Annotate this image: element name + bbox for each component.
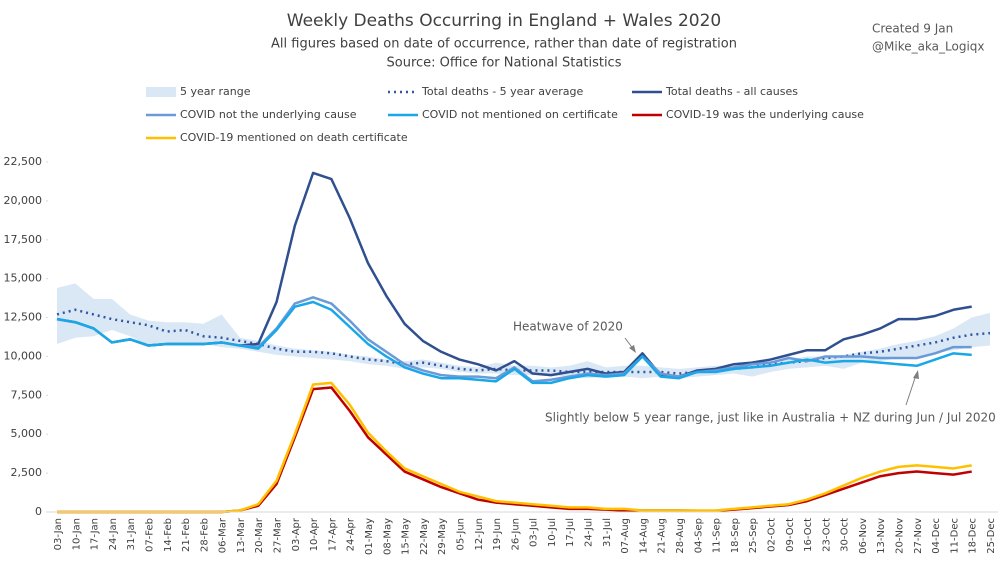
x-tick-label: 12-Jun [474,518,485,551]
x-tick-label: 05-Jun [455,518,466,551]
x-tick-label: 30-Oct [840,518,851,552]
x-tick-label: 24-Jan [108,518,119,550]
x-tick-label: 01-May [364,518,375,555]
x-tick-label: 24-Jul [584,518,595,547]
annotation: Heatwave of 2020 [513,320,623,334]
legend-label: COVID not mentioned on certificate [422,108,618,121]
x-tick-label: 11-Sep [712,518,723,553]
legend-label: Total deaths - 5 year average [421,85,583,98]
x-tick-label: 07-Feb [144,518,155,552]
x-tick-label: 18-Dec [968,518,979,554]
x-tick-label: 04-Dec [931,518,942,554]
y-tick-label: 12,500 [4,311,43,324]
x-tick-label: 18-Sep [730,518,741,553]
x-tick-label: 23-Oct [821,518,832,552]
note: @Mike_aka_Logiqx [872,40,985,54]
y-tick-label: 7,500 [11,388,43,401]
chart-subtitle: All figures based on date of occurrence,… [271,37,737,52]
y-tick-label: 10,000 [4,349,43,362]
legend-label: 5 year range [180,85,251,98]
y-tick-label: 17,500 [4,233,43,246]
legend-label: COVID-19 was the underlying cause [666,108,864,121]
x-tick-label: 14-Aug [638,518,649,554]
x-tick-label: 20-Nov [895,518,906,554]
x-tick-label: 17-Apr [327,517,338,551]
x-tick-label: 09-Oct [785,518,796,552]
x-tick-label: 06-Mar [218,517,229,553]
x-tick-label: 17-Jan [90,518,101,550]
y-tick-label: 15,000 [4,272,43,285]
x-tick-label: 21-Feb [181,518,192,552]
x-tick-label: 10-Jul [547,518,558,547]
annotation-arrow [905,374,917,406]
x-tick-label: 02-Oct [766,518,777,552]
x-tick-label: 15-May [401,518,412,555]
x-tick-label: 25-Dec [986,518,997,554]
x-tick-label: 10-Apr [309,517,320,551]
x-tick-label: 14-Feb [163,518,174,552]
x-tick-label: 19-Jun [492,518,503,551]
annotation-arrowhead [629,345,636,353]
note: Created 9 Jan [872,22,953,36]
x-tick-label: 31-Jan [126,518,137,550]
x-tick-label: 13-Mar [236,517,247,553]
x-tick-label: 17-Jul [565,518,576,547]
x-tick-label: 20-Mar [254,517,265,553]
x-tick-label: 26-Jun [510,518,521,551]
x-tick-label: 16-Oct [803,518,814,552]
legend-label: COVID-19 mentioned on death certificate [180,131,408,144]
x-tick-label: 28-Aug [675,518,686,554]
y-tick-label: 22,500 [4,155,43,168]
x-tick-label: 06-Nov [858,518,869,554]
legend-label: Total deaths - all causes [665,85,798,98]
series-line [56,300,972,385]
legend-swatch [146,87,176,97]
x-tick-label: 29-May [437,518,448,555]
legend-label: COVID not the underlying cause [180,108,357,121]
y-tick-label: 5,000 [11,427,43,440]
x-tick-label: 11-Dec [949,518,960,554]
annotation-arrowhead [913,370,919,379]
x-tick-label: 08-May [382,518,393,555]
y-tick-label: 2,500 [11,466,43,479]
chart-subtitle: Source: Office for National Statistics [387,56,622,71]
annotation: Slightly below 5 year range, just like i… [545,411,996,425]
x-tick-label: 13-Nov [876,518,887,554]
x-tick-label: 03-Jan [53,518,64,550]
x-tick-label: 24-Apr [346,517,357,551]
series-line [57,386,972,514]
range-area [57,283,990,379]
y-tick-label: 20,000 [4,194,43,207]
x-tick-label: 03-Jul [529,518,540,547]
y-tick-label: 0 [35,505,42,518]
x-tick-label: 21-Aug [657,518,668,554]
x-tick-label: 27-Nov [913,518,924,554]
x-tick-label: 31-Jul [602,518,613,547]
x-tick-label: 22-May [419,518,430,555]
x-tick-label: 10-Jan [71,518,82,550]
x-tick-label: 03-Apr [291,517,302,551]
series-line [56,171,972,378]
x-tick-label: 28-Feb [199,518,210,552]
x-tick-label: 25-Sep [748,518,759,553]
x-tick-label: 27-Mar [273,517,284,553]
chart-title: Weekly Deaths Occurring in England + Wal… [287,11,721,31]
x-tick-label: 04-Sep [693,518,704,553]
x-tick-label: 07-Aug [620,518,631,554]
